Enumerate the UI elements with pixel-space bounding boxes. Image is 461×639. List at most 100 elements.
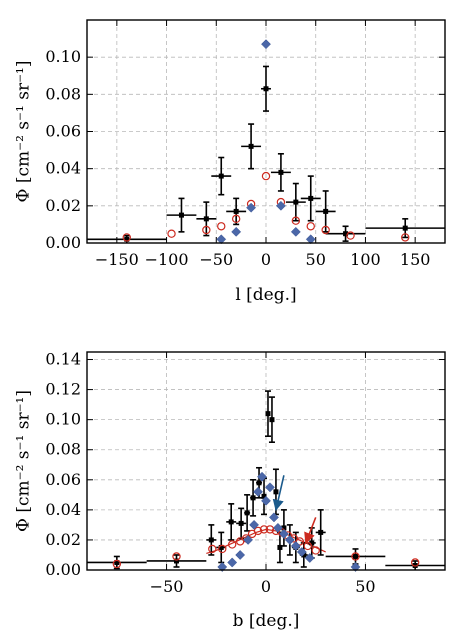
y-tick-label: 0.04: [45, 159, 81, 178]
data-point-errorbar: [264, 390, 271, 437]
data-point-circle: [231, 214, 241, 224]
data-point-errorbar: [285, 182, 306, 222]
grid: [87, 352, 445, 570]
data-point-diamond: [278, 528, 289, 539]
data-point-circle: [346, 231, 355, 240]
y-tick-label: 0.02: [45, 196, 81, 215]
y-tick-label: 0.04: [45, 500, 81, 519]
data-point-errorbar: [241, 123, 262, 170]
x-tick-label: 100: [350, 250, 381, 269]
data-point-errorbar: [211, 156, 232, 196]
data-point-circle: [261, 171, 271, 181]
latitude-chart: −50 0 50 0.00 0.02 0.04 0.06 0.08 0.10 0.12 0.14 b…: [14, 350, 446, 631]
data-point-errorbar: [226, 197, 247, 226]
data-point-diamond: [304, 553, 315, 563]
y-tick-label: 0.10: [45, 47, 81, 66]
axis-ticks: −50 0 50 0.00 0.02 0.04 0.06 0.08 0.10 0.12 0.14: [45, 350, 445, 596]
data-point-errorbar: [226, 503, 237, 541]
x-tick-label: 0: [261, 250, 271, 269]
data-point-errorbar: [270, 153, 291, 192]
x-tick-label: 150: [400, 250, 431, 269]
data-point-circle: [321, 225, 330, 235]
data-point-diamond: [261, 39, 271, 50]
data-point-errorbar: [216, 531, 227, 564]
y-tick-label: 0.08: [45, 84, 81, 103]
data-point-errorbar: [87, 234, 167, 243]
data-point-circle: [202, 225, 211, 235]
plot-frame: [86, 351, 446, 571]
data-point-errorbar: [315, 190, 336, 233]
data-point-errorbar: [196, 201, 217, 237]
data-point-errorbar: [325, 225, 366, 242]
data-point-circle: [167, 229, 176, 238]
data-point-diamond: [253, 486, 263, 497]
longitude-chart: −150 −100 −50 0 50 100 150 0.00 0.02 0.04 0.06 0.08…: [14, 19, 446, 305]
x-tick-label: 50: [306, 250, 326, 269]
x-tick-label: 0: [261, 577, 271, 596]
y-axis-label: Φ [cm⁻² s⁻¹ sr⁻¹]: [14, 390, 34, 532]
axis-ticks: −150 −100 −50 0 50 100 150 0.00 0.02 0.04 0.06 0.08…: [45, 20, 445, 269]
data-point-diamond: [231, 226, 242, 237]
data-point-diamond: [350, 562, 361, 572]
data-marks: [87, 39, 445, 245]
annotation-arrow: [272, 475, 285, 511]
data-point-errorbar: [315, 509, 326, 556]
data-point-errorbar: [365, 218, 445, 239]
data-point-diamond: [272, 522, 283, 533]
data-point-circle: [311, 546, 320, 555]
data-point-diamond: [265, 482, 275, 493]
data-point-errorbar: [87, 555, 147, 570]
data-point-errorbar: [244, 494, 251, 532]
data-point-diamond: [216, 234, 227, 245]
data-point-diamond: [305, 234, 316, 245]
x-tick-label: −50: [199, 250, 233, 269]
x-tick-label: 50: [355, 577, 375, 596]
data-point-circle: [351, 552, 360, 561]
data-point-circle: [122, 233, 131, 242]
data-point-circle: [227, 540, 237, 549]
data-point-circle: [401, 233, 410, 242]
data-point-diamond: [217, 562, 228, 572]
y-tick-label: 0.00: [45, 233, 81, 252]
x-tick-label: −150: [95, 250, 139, 269]
y-tick-label: 0.02: [45, 530, 81, 549]
data-point-circle: [217, 222, 226, 231]
y-tick-label: 0.12: [45, 380, 81, 399]
y-tick-label: 0.10: [45, 410, 81, 429]
x-tick-label: −100: [145, 250, 189, 269]
data-point-circle: [265, 525, 275, 534]
data-point-diamond: [284, 534, 295, 545]
data-point-diamond: [269, 512, 279, 523]
data-point-diamond: [243, 534, 254, 545]
annotation-arrow: [304, 517, 317, 544]
data-point-circle: [253, 526, 263, 536]
data-point-circle: [112, 559, 122, 569]
x-tick-label: −50: [150, 577, 184, 596]
grid: [87, 20, 445, 243]
y-tick-label: 0.08: [45, 440, 81, 459]
data-point-diamond: [290, 226, 301, 237]
data-point-errorbar: [325, 548, 386, 565]
y-tick-label: 0.14: [45, 350, 81, 369]
data-point-circle: [208, 544, 217, 554]
data-point-errorbar: [146, 554, 207, 568]
data-point-diamond: [290, 540, 301, 551]
data-point-diamond: [249, 519, 260, 530]
data-point-errorbar: [166, 197, 197, 233]
data-point-diamond: [296, 547, 307, 557]
data-point-diamond: [261, 495, 271, 506]
y-tick-label: 0.00: [45, 560, 81, 579]
data-marks: [87, 390, 445, 572]
data-point-diamond: [235, 550, 246, 560]
data-point-circle: [291, 216, 301, 225]
y-tick-label: 0.06: [45, 470, 81, 489]
data-point-diamond: [227, 557, 238, 568]
data-point-diamond: [246, 202, 257, 213]
data-point-errorbar: [300, 175, 321, 222]
x-axis-label: b [deg.]: [233, 611, 300, 631]
data-point-diamond: [257, 471, 267, 482]
data-point-circle: [306, 222, 315, 231]
data-point-errorbar: [268, 396, 275, 444]
data-point-circle: [410, 558, 420, 567]
